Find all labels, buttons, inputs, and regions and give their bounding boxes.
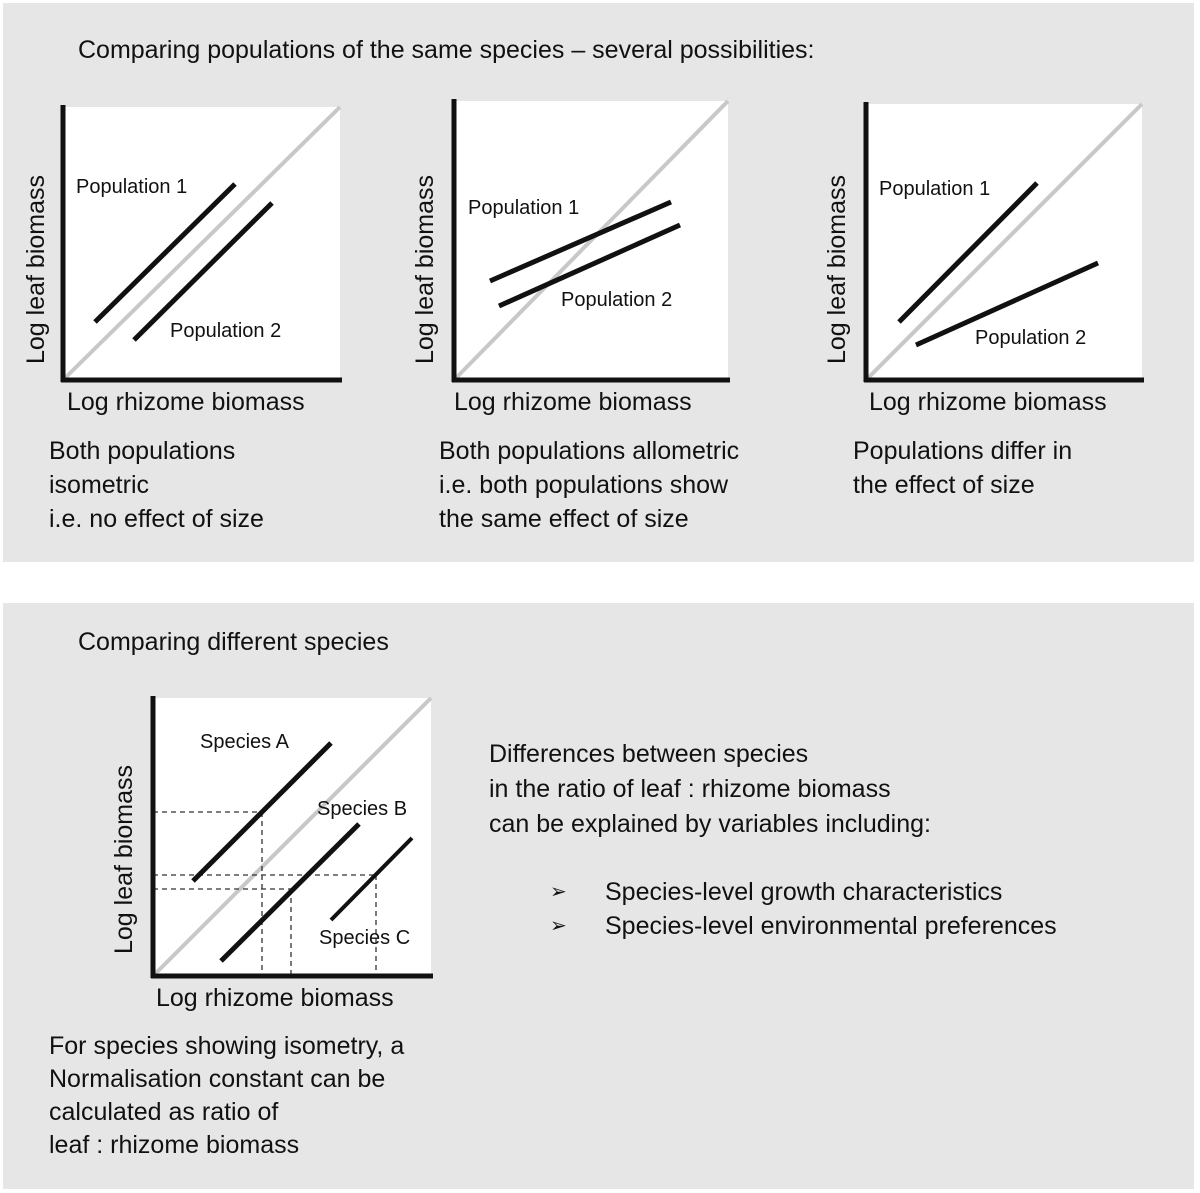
population-2-line-1	[132, 201, 274, 342]
bullet-text-environment: Species-level environmental preferences	[605, 912, 1057, 940]
arrow-bullet-icon: ➢	[550, 881, 567, 903]
isometry-line-species	[151, 696, 433, 978]
differences-text: Differences between species in the ratio…	[489, 737, 931, 842]
caption-1-line-3: i.e. no effect of size	[49, 505, 264, 533]
y-axis-label-2: Log leaf biomass	[411, 174, 439, 364]
species-b-label: Species B	[317, 798, 408, 820]
population-2-line-3	[914, 260, 1100, 348]
species-c-line	[329, 836, 414, 922]
caption-species: For species showing isometry, a Normalis…	[49, 1030, 404, 1162]
population-2-label-3: Population 2	[975, 327, 1087, 349]
caption-2-line-2: i.e. both populations show	[439, 471, 729, 499]
isometry-line-3	[864, 102, 1144, 382]
population-2-label-2: Population 2	[561, 289, 673, 311]
x-axis-label-species: Log rhizome biomass	[156, 984, 394, 1012]
population-2-line-2	[497, 222, 682, 309]
y-axis-label-species: Log leaf biomass	[110, 764, 138, 954]
caption-2-line-3: the same effect of size	[439, 505, 689, 533]
caption-1-line-1: Both populations	[49, 437, 236, 465]
population-1-label-1: Population 1	[76, 176, 188, 198]
caption-1-line-2: isometric	[49, 471, 150, 499]
heading-populations: Comparing populations of the same specie…	[78, 36, 815, 64]
x-axis-label-3: Log rhizome biomass	[869, 388, 1107, 416]
population-1-label-3: Population 1	[879, 178, 991, 200]
caption-species-line-1: For species showing isometry, a	[49, 1032, 405, 1060]
isometry-line-1	[61, 105, 342, 382]
caption-1: Both populations isometric i.e. no effec…	[49, 434, 264, 536]
differences-line-2: in the ratio of leaf : rhizome biomass	[489, 775, 891, 803]
x-axis-label-1: Log rhizome biomass	[67, 388, 305, 416]
bullet-list: ➢ Species-level growth characteristics ➢…	[550, 875, 1057, 943]
y-axis-label-3: Log leaf biomass	[823, 174, 851, 364]
caption-2: Both populations allometric i.e. both po…	[439, 434, 739, 536]
population-2-label-1: Population 2	[170, 320, 282, 342]
population-1-line-2	[488, 199, 673, 284]
caption-species-line-4: leaf : rhizome biomass	[49, 1131, 300, 1159]
reference-guides	[153, 811, 377, 976]
caption-species-line-3: calculated as ratio of	[49, 1098, 279, 1126]
bullet-item: ➢ Species-level growth characteristics	[550, 875, 1057, 909]
x-axis-label-2: Log rhizome biomass	[454, 388, 692, 416]
y-axis-label-1: Log leaf biomass	[22, 174, 50, 364]
population-1-line-1	[93, 182, 237, 324]
species-a-label: Species A	[200, 731, 289, 753]
population-1-label-2: Population 1	[468, 197, 580, 219]
bullet-text-growth: Species-level growth characteristics	[605, 878, 1003, 906]
species-c-label: Species C	[319, 927, 411, 949]
population-1-line-3	[897, 181, 1039, 324]
caption-2-line-1: Both populations allometric	[439, 437, 740, 465]
differences-line-1: Differences between species	[489, 740, 809, 768]
differences-line-3: can be explained by variables including:	[489, 810, 931, 838]
caption-3: Populations differ in the effect of size	[853, 434, 1072, 502]
arrow-bullet-icon: ➢	[550, 915, 567, 937]
caption-species-line-2: Normalisation constant can be	[49, 1065, 386, 1093]
species-b-line	[219, 822, 361, 963]
caption-3-line-1: Populations differ in	[853, 437, 1073, 465]
bullet-item: ➢ Species-level environmental preference…	[550, 909, 1057, 943]
heading-species: Comparing different species	[78, 628, 389, 656]
isometry-line-2	[452, 99, 730, 382]
caption-3-line-2: the effect of size	[853, 471, 1035, 499]
species-a-line	[191, 741, 333, 883]
